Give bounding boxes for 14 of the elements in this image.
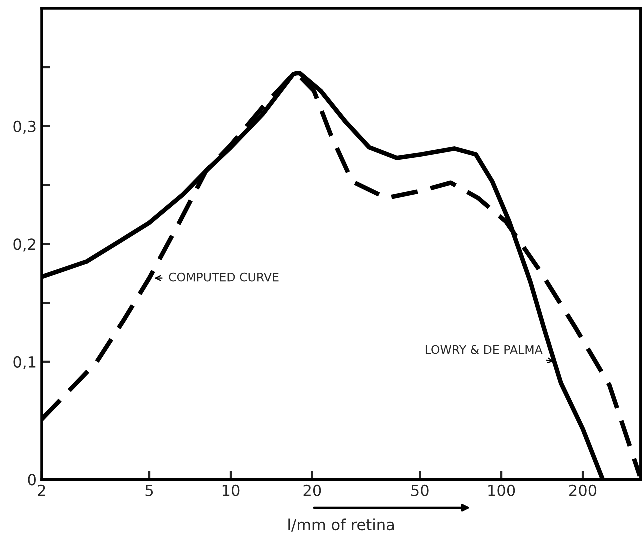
annotation: COMPUTED CURVE (169, 272, 279, 282)
annotation: LOWRY & DE PALMA (426, 345, 543, 354)
x-tick-label: 200 (570, 484, 597, 496)
x-tick-label: 20 (304, 484, 322, 496)
x-tick-label: 100 (488, 484, 516, 496)
y-tick-label: 0 (28, 474, 36, 486)
y-tick-label: 0,1 (14, 356, 36, 370)
x-axis-title: l/mm of retina (288, 518, 394, 532)
x-tick-label: 2 (38, 484, 46, 496)
y-tick-label: 0,2 (14, 238, 36, 252)
x-tick-label: 5 (146, 485, 154, 496)
x-tick-label: 10 (222, 484, 240, 496)
y-tick-label: 0,3 (14, 120, 36, 134)
x-tick-label: 50 (412, 484, 429, 496)
